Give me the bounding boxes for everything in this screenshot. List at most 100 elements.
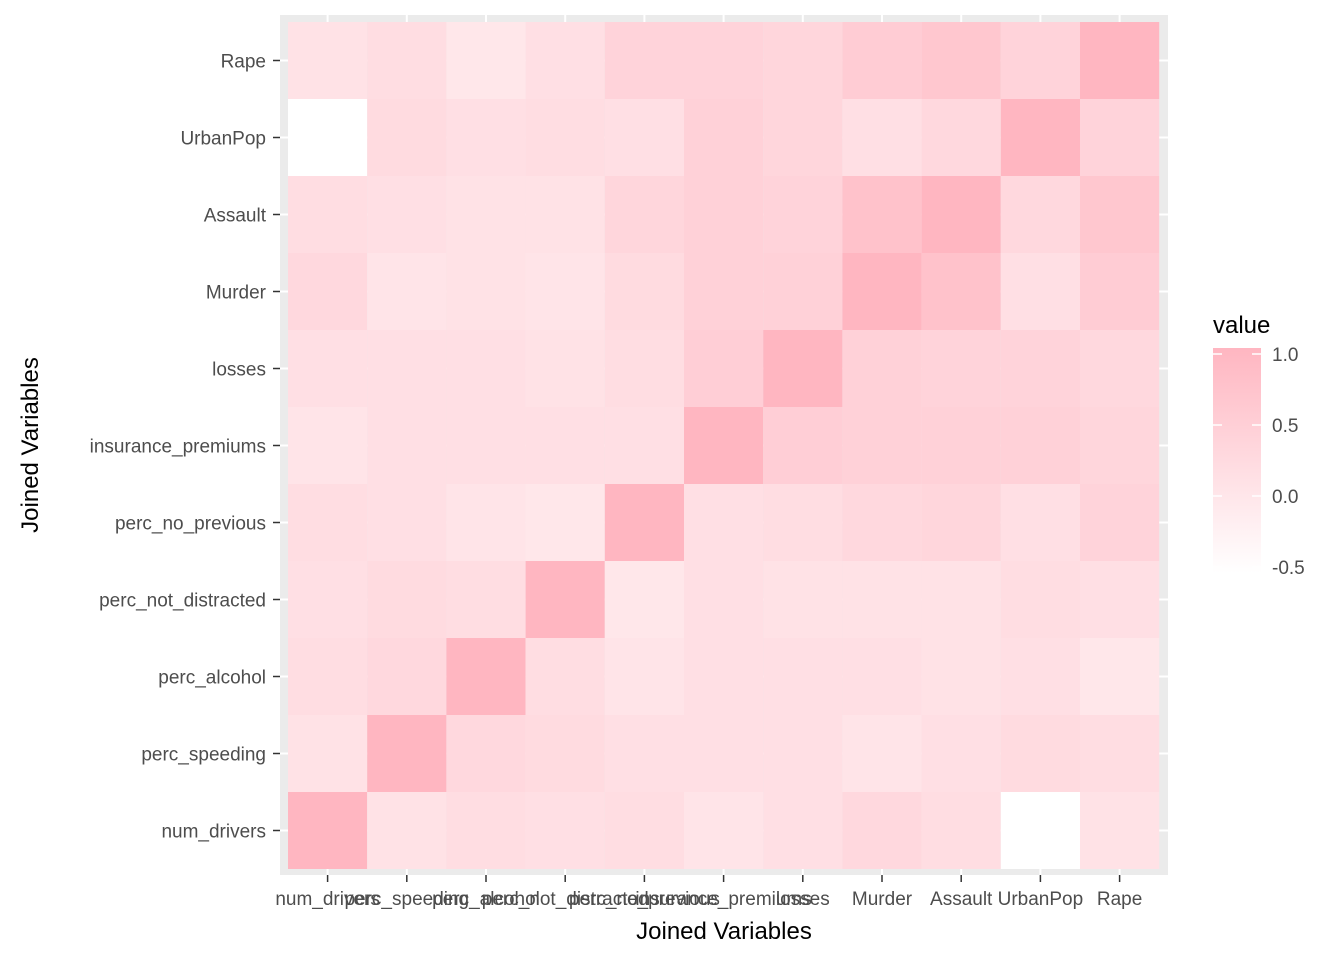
- heatmap-cell: [1000, 407, 1080, 484]
- heatmap-cell: [763, 330, 843, 407]
- heatmap-cell: [525, 407, 605, 484]
- y-tick-label: Murder: [206, 283, 267, 304]
- heatmap-cell: [763, 176, 843, 253]
- heatmap-cell: [604, 561, 684, 638]
- y-tick-label: perc_not_distracted: [99, 591, 266, 612]
- heatmap-cell: [1080, 715, 1160, 792]
- heatmap-cell: [525, 561, 605, 638]
- heatmap-cell: [921, 638, 1001, 715]
- heatmap-cell: [367, 561, 447, 638]
- x-axis-title: Joined Variables: [636, 918, 812, 945]
- heatmap-cell: [446, 22, 526, 99]
- legend-colorbar: [1213, 348, 1261, 573]
- heatmap-cell: [921, 330, 1001, 407]
- x-tick-label: perc_no_previous: [569, 889, 720, 910]
- heatmap-cell: [288, 253, 368, 330]
- heatmap-cell: [842, 176, 922, 253]
- heatmap-cell: [842, 99, 922, 176]
- heatmap-cell: [1080, 176, 1160, 253]
- heatmap-cell: [684, 330, 764, 407]
- x-tick-label: Rape: [1097, 889, 1142, 910]
- legend-tick-label: 0.0: [1272, 487, 1298, 508]
- heatmap-cell: [1080, 22, 1160, 99]
- legend-tick-label: -0.5: [1272, 558, 1305, 579]
- heatmap-cell: [842, 330, 922, 407]
- heatmap-cell: [1080, 561, 1160, 638]
- heatmap-cell: [1000, 715, 1080, 792]
- heatmap-cell: [367, 407, 447, 484]
- heatmap-cell: [446, 407, 526, 484]
- heatmap-cell: [525, 638, 605, 715]
- heatmap-cell: [1000, 561, 1080, 638]
- heatmap-cell: [525, 176, 605, 253]
- heatmap-cell: [684, 484, 764, 561]
- heatmap-cell: [604, 792, 684, 869]
- axis-ticks: [273, 59, 1121, 882]
- heatmap-cell: [604, 22, 684, 99]
- heatmap-cell: [446, 99, 526, 176]
- heatmap-cell: [288, 792, 368, 869]
- heatmap-cell: [367, 253, 447, 330]
- heatmap-cell: [684, 253, 764, 330]
- heatmap-cell: [684, 22, 764, 99]
- heatmap-cell: [367, 792, 447, 869]
- heatmap-cells: [288, 22, 1160, 869]
- heatmap-cell: [1000, 484, 1080, 561]
- heatmap-cell: [763, 792, 843, 869]
- heatmap-cell: [1000, 253, 1080, 330]
- heatmap-cell: [763, 22, 843, 99]
- heatmap-cell: [604, 176, 684, 253]
- heatmap-cell: [842, 22, 922, 99]
- heatmap-cell: [604, 484, 684, 561]
- x-tick-labels: num_driversperc_speedingperc_alcoholperc…: [275, 889, 1142, 910]
- x-tick-label: losses: [776, 889, 830, 910]
- legend-title: value: [1213, 312, 1270, 339]
- heatmap-cell: [1000, 792, 1080, 869]
- y-tick-label: insurance_premiums: [90, 437, 266, 458]
- heatmap-cell: [921, 99, 1001, 176]
- heatmap-cell: [288, 99, 368, 176]
- heatmap-cell: [921, 792, 1001, 869]
- heatmap-cell: [842, 561, 922, 638]
- heatmap-cell: [763, 638, 843, 715]
- heatmap-cell: [367, 99, 447, 176]
- heatmap-cell: [525, 330, 605, 407]
- heatmap-cell: [288, 407, 368, 484]
- heatmap-cell: [288, 561, 368, 638]
- heatmap-cell: [367, 638, 447, 715]
- heatmap-cell: [921, 715, 1001, 792]
- heatmap-cell: [921, 484, 1001, 561]
- heatmap-cell: [525, 22, 605, 99]
- heatmap-cell: [684, 176, 764, 253]
- legend: value 1.0 0.5 0.0 -0.5: [1213, 312, 1305, 579]
- y-tick-label: losses: [212, 360, 266, 381]
- heatmap-cell: [604, 253, 684, 330]
- x-tick-label: perc_speeding: [344, 889, 469, 910]
- heatmap-cell: [1000, 330, 1080, 407]
- y-axis-title: Joined Variables: [17, 357, 44, 533]
- y-tick-label: num_drivers: [161, 822, 266, 843]
- heatmap-cell: [684, 638, 764, 715]
- heatmap-cell: [763, 253, 843, 330]
- heatmap-cell: [1080, 792, 1160, 869]
- heatmap-cell: [842, 407, 922, 484]
- heatmap-cell: [1000, 22, 1080, 99]
- y-tick-label: UrbanPop: [180, 129, 266, 150]
- legend-ticks: 1.0 0.5 0.0 -0.5: [1213, 345, 1305, 579]
- heatmap-cell: [367, 330, 447, 407]
- heatmap-cell: [525, 792, 605, 869]
- y-tick-label: perc_alcohol: [158, 668, 266, 689]
- heatmap-cell: [1080, 330, 1160, 407]
- heatmap-cell: [288, 715, 368, 792]
- heatmap-cell: [921, 22, 1001, 99]
- heatmap-cell: [525, 99, 605, 176]
- heatmap-cell: [921, 561, 1001, 638]
- heatmap-cell: [446, 253, 526, 330]
- x-tick-label: Murder: [852, 889, 913, 910]
- heatmap-cell: [525, 253, 605, 330]
- heatmap-cell: [684, 407, 764, 484]
- x-tick-label: insurance_premiums: [635, 889, 811, 910]
- heatmap-cell: [1000, 638, 1080, 715]
- x-tick-label: Assault: [930, 889, 993, 910]
- heatmap-cell: [1080, 407, 1160, 484]
